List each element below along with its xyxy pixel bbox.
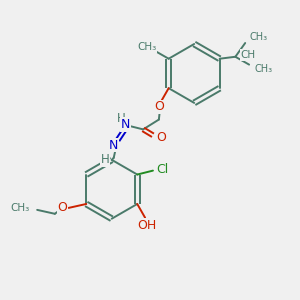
Text: N: N [109, 139, 118, 152]
Text: O: O [58, 201, 68, 214]
Text: N: N [121, 118, 130, 131]
Text: Cl: Cl [157, 163, 169, 176]
Text: H: H [117, 112, 126, 125]
Text: CH₃: CH₃ [255, 64, 273, 74]
Text: O: O [156, 131, 166, 144]
Text: O: O [154, 100, 164, 113]
Text: CH₃: CH₃ [137, 42, 157, 52]
Text: CH₃: CH₃ [249, 32, 267, 42]
Text: CH₃: CH₃ [10, 203, 29, 213]
Text: CH: CH [240, 50, 255, 60]
Text: OH: OH [137, 219, 157, 232]
Text: H: H [100, 153, 109, 166]
